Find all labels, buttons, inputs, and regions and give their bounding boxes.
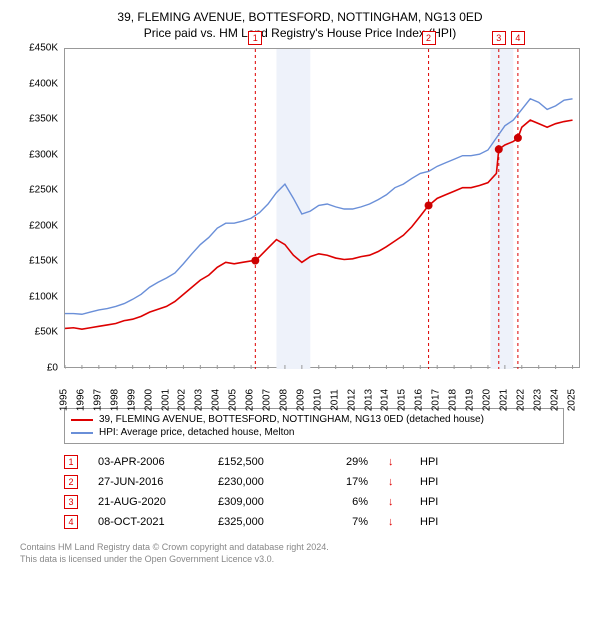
sale-diff: 17% (318, 476, 368, 488)
x-tick-label: 1999 (126, 389, 137, 411)
plot-svg (65, 49, 581, 369)
sale-row: 4 08-OCT-2021 £325,000 7% ↓ HPI (64, 512, 580, 532)
sale-price: £309,000 (218, 496, 298, 508)
footer-line-1: Contains HM Land Registry data © Crown c… (20, 542, 580, 554)
x-tick-label: 2010 (312, 389, 323, 411)
x-axis: 1995199619971998199920002001200220032004… (64, 372, 580, 412)
y-tick-label: £350K (14, 114, 58, 125)
legend-item: HPI: Average price, detached house, Melt… (71, 426, 557, 439)
x-tick-label: 2008 (278, 389, 289, 411)
sale-vs-hpi: HPI (420, 516, 450, 528)
down-arrow-icon: ↓ (388, 456, 400, 468)
x-tick-label: 2019 (465, 389, 476, 411)
legend-swatch (71, 432, 93, 434)
x-tick-label: 2009 (295, 389, 306, 411)
sale-diff: 7% (318, 516, 368, 528)
x-tick-label: 2014 (380, 389, 391, 411)
x-tick-label: 2007 (262, 389, 273, 411)
x-tick-label: 2005 (228, 389, 239, 411)
x-tick-label: 2024 (549, 389, 560, 411)
sale-marker-box: 2 (422, 31, 436, 45)
x-tick-label: 2017 (431, 389, 442, 411)
sale-marker: 4 (64, 515, 78, 529)
legend-item: 39, FLEMING AVENUE, BOTTESFORD, NOTTINGH… (71, 413, 557, 426)
chart-area: £0£50K£100K£150K£200K£250K£300K£350K£400… (20, 48, 580, 408)
y-tick-label: £400K (14, 78, 58, 89)
y-tick-label: £150K (14, 256, 58, 267)
y-tick-label: £0 (14, 363, 58, 374)
sale-row: 1 03-APR-2006 £152,500 29% ↓ HPI (64, 452, 580, 472)
sales-table: 1 03-APR-2006 £152,500 29% ↓ HPI 2 27-JUN-2016 £… (64, 452, 580, 532)
x-tick-label: 2000 (143, 389, 154, 411)
plot-area: 1234 (64, 48, 580, 368)
y-axis: £0£50K£100K£150K£200K£250K£300K£350K£400… (14, 48, 58, 368)
legend: 39, FLEMING AVENUE, BOTTESFORD, NOTTINGH… (64, 408, 564, 444)
x-tick-label: 2025 (566, 389, 577, 411)
x-tick-label: 2011 (329, 389, 340, 411)
y-tick-label: £50K (14, 327, 58, 338)
x-tick-label: 2006 (245, 389, 256, 411)
sale-vs-hpi: HPI (420, 496, 450, 508)
sale-marker: 1 (64, 455, 78, 469)
down-arrow-icon: ↓ (388, 476, 400, 488)
sale-date: 27-JUN-2016 (98, 476, 198, 488)
down-arrow-icon: ↓ (388, 516, 400, 528)
sale-marker-box: 3 (492, 31, 506, 45)
x-tick-label: 1997 (92, 389, 103, 411)
y-tick-label: £100K (14, 291, 58, 302)
x-tick-label: 2020 (481, 389, 492, 411)
legend-label: 39, FLEMING AVENUE, BOTTESFORD, NOTTINGH… (99, 414, 484, 425)
sale-diff: 6% (318, 496, 368, 508)
y-tick-label: £250K (14, 185, 58, 196)
legend-label: HPI: Average price, detached house, Melt… (99, 427, 295, 438)
title-line-1: 39, FLEMING AVENUE, BOTTESFORD, NOTTINGH… (0, 10, 600, 24)
x-tick-label: 2001 (160, 389, 171, 411)
x-tick-label: 2018 (448, 389, 459, 411)
x-tick-label: 2002 (177, 389, 188, 411)
sale-marker: 2 (64, 475, 78, 489)
legend-swatch (71, 419, 93, 421)
sale-row: 2 27-JUN-2016 £230,000 17% ↓ HPI (64, 472, 580, 492)
sale-row: 3 21-AUG-2020 £309,000 6% ↓ HPI (64, 492, 580, 512)
sale-price: £230,000 (218, 476, 298, 488)
x-tick-label: 1995 (59, 389, 70, 411)
sale-price: £152,500 (218, 456, 298, 468)
down-arrow-icon: ↓ (388, 496, 400, 508)
sale-vs-hpi: HPI (420, 456, 450, 468)
x-tick-label: 2012 (346, 389, 357, 411)
x-tick-label: 2021 (498, 389, 509, 411)
sale-marker: 3 (64, 495, 78, 509)
sale-marker-box: 4 (511, 31, 525, 45)
sale-date: 08-OCT-2021 (98, 516, 198, 528)
x-tick-label: 1998 (109, 389, 120, 411)
y-tick-label: £200K (14, 220, 58, 231)
y-tick-label: £300K (14, 149, 58, 160)
footer-attribution: Contains HM Land Registry data © Crown c… (20, 542, 580, 565)
x-tick-label: 2004 (211, 389, 222, 411)
x-tick-label: 2016 (414, 389, 425, 411)
x-tick-label: 1996 (75, 389, 86, 411)
footer-line-2: This data is licensed under the Open Gov… (20, 554, 580, 566)
x-tick-label: 2023 (532, 389, 543, 411)
y-tick-label: £450K (14, 43, 58, 54)
sale-vs-hpi: HPI (420, 476, 450, 488)
sale-date: 21-AUG-2020 (98, 496, 198, 508)
x-tick-label: 2013 (363, 389, 374, 411)
sale-marker-box: 1 (248, 31, 262, 45)
sale-diff: 29% (318, 456, 368, 468)
sale-date: 03-APR-2006 (98, 456, 198, 468)
sale-price: £325,000 (218, 516, 298, 528)
x-tick-label: 2015 (397, 389, 408, 411)
x-tick-label: 2022 (515, 389, 526, 411)
x-tick-label: 2003 (194, 389, 205, 411)
